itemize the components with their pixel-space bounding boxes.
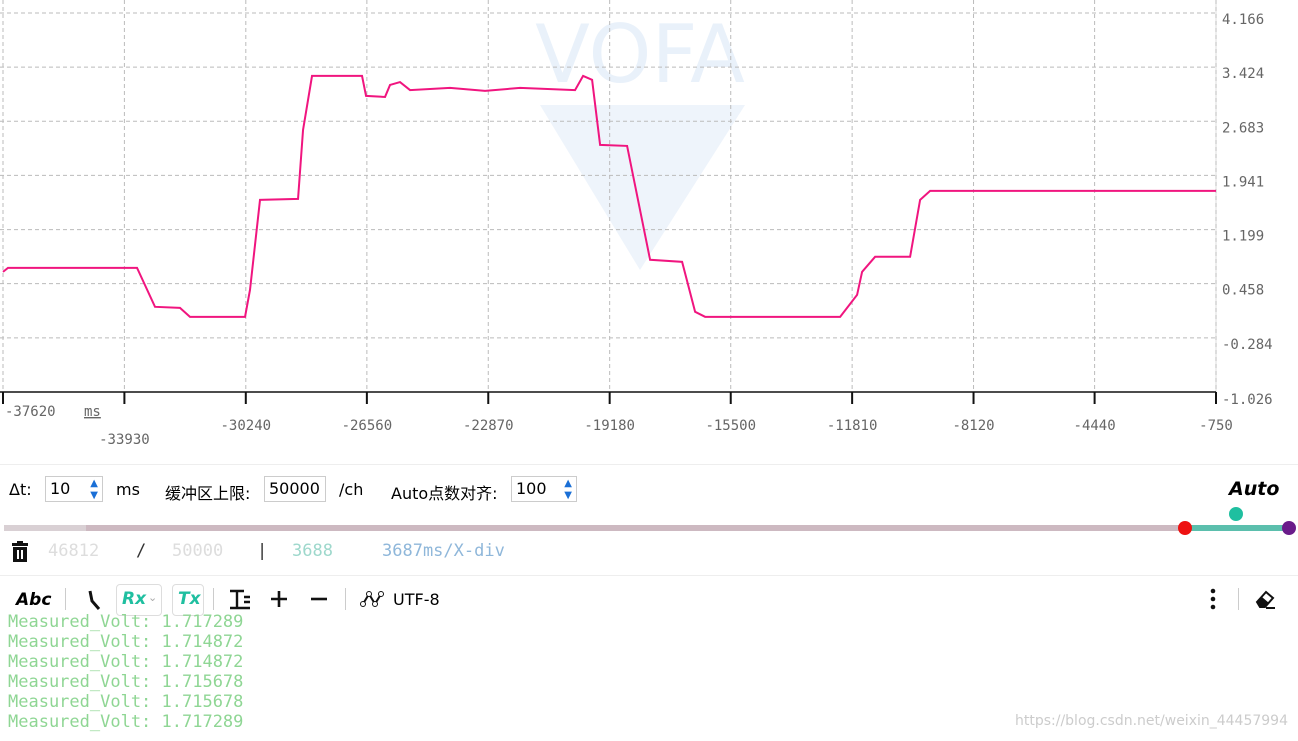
x-tick-label: -19180 [584,418,635,434]
divider [0,575,1298,576]
x-tick-label: -750 [1199,418,1233,434]
rx-button[interactable]: Rx ⌄ [116,584,162,616]
x-tick-label: -15500 [705,418,756,434]
align-input[interactable]: 100 ▲ ▼ [511,476,577,502]
log-line: Measured_Volt: 1.714872 [8,652,244,672]
y-tick-label: -1.026 [1222,392,1273,408]
watermark-shape [540,105,745,270]
slider[interactable] [0,505,1298,545]
separator [345,588,346,610]
format-icon[interactable] [229,588,251,610]
rx-label: Rx [122,589,147,609]
x-tick-label: -8120 [952,418,994,434]
tx-button[interactable]: Tx [172,584,204,616]
buffer-value: 50000 [269,479,320,498]
count: 46812 [48,541,100,561]
align-label: Auto点数对齐: [391,484,498,503]
series-line [2,74,1216,318]
y-tick-label: 1.941 [1222,174,1264,190]
x-unit: ms [84,404,101,420]
track-range [86,525,1185,531]
encoding-icon[interactable] [360,589,384,609]
handle-start[interactable] [1178,521,1192,535]
y-tick-label: 1.199 [1222,229,1264,245]
y-tick-label: 3.424 [1222,66,1264,82]
minus-button[interactable] [310,590,328,608]
x-tick-label: -30240 [221,418,272,434]
y-tick-label: 0.458 [1222,283,1264,299]
chart: VOFA 4.166 3.424 2.683 1.941 1.199 0.458 -0.28… [0,0,1273,448]
watermark-logo: VOFA [535,8,745,101]
log-line: Measured_Volt: 1.717289 [8,712,244,732]
dropdown-arrow: ⌄ [148,591,158,604]
plus-button[interactable] [270,590,288,608]
x-tick-label: -26560 [342,418,393,434]
slash: / [136,541,147,561]
log-panel: Measured_Volt: 1.717289 Measured_Volt: 1.… [8,614,608,741]
y-tick-label: -0.284 [1222,337,1273,353]
dt-unit: ms [116,480,140,499]
bar: | [257,541,268,561]
limit: 50000 [172,541,224,561]
x-div: 3687ms/X-div [382,541,505,561]
menu-button[interactable] [1208,588,1218,610]
encoding[interactable]: UTF-8 [393,590,440,609]
dt-value: 10 [50,479,71,498]
x-tick-label: -22870 [463,418,514,434]
handle-mid[interactable] [1229,507,1243,521]
log-line: Measured_Volt: 1.714872 [8,632,244,652]
separator [1238,588,1239,610]
buffer-label: 缓冲区上限: [165,484,251,503]
spinner[interactable]: ▲ ▼ [564,478,572,501]
eraser-button[interactable] [1254,588,1276,610]
log-line: Measured_Volt: 1.715678 [8,692,244,712]
line-ending-icon[interactable] [86,589,102,611]
points: 3688 [292,541,333,561]
separator [65,588,66,610]
x-tick-label: -33930 [99,432,150,448]
y-tick-label: 2.683 [1222,120,1264,136]
log-line: Measured_Volt: 1.717289 [8,614,244,632]
separator [213,588,214,610]
x-tick-label: -11810 [827,418,878,434]
align-value: 100 [516,479,547,498]
tx-label: Tx [178,589,201,609]
buffer-input[interactable]: 50000 [264,476,326,502]
log-lines: Measured_Volt: 1.717289 Measured_Volt: 1.… [8,614,243,732]
plot: 4.166 3.424 2.683 1.941 1.199 0.458 -0.284 -1.0… [0,0,1273,448]
buffer-unit: /ch [339,480,364,499]
divider [0,464,1298,465]
x-tick-label: -37620 [5,404,56,420]
y-tick-label: 4.166 [1222,12,1264,28]
trash-icon[interactable] [10,541,30,563]
log-line: Measured_Volt: 1.715678 [8,672,244,692]
auto-button[interactable]: Auto [1229,478,1280,500]
dt-input[interactable]: 10 ▲ ▼ [45,476,103,502]
abc-button[interactable]: Abc [16,590,52,610]
track-window [1185,525,1289,531]
dt-label: Δt: [9,480,32,499]
x-tick-label: -4440 [1074,418,1116,434]
handle-end[interactable] [1282,521,1296,535]
footer-watermark: https://blog.csdn.net/weixin_44457994 [1014,713,1288,729]
spinner[interactable]: ▲ ▼ [90,478,98,501]
